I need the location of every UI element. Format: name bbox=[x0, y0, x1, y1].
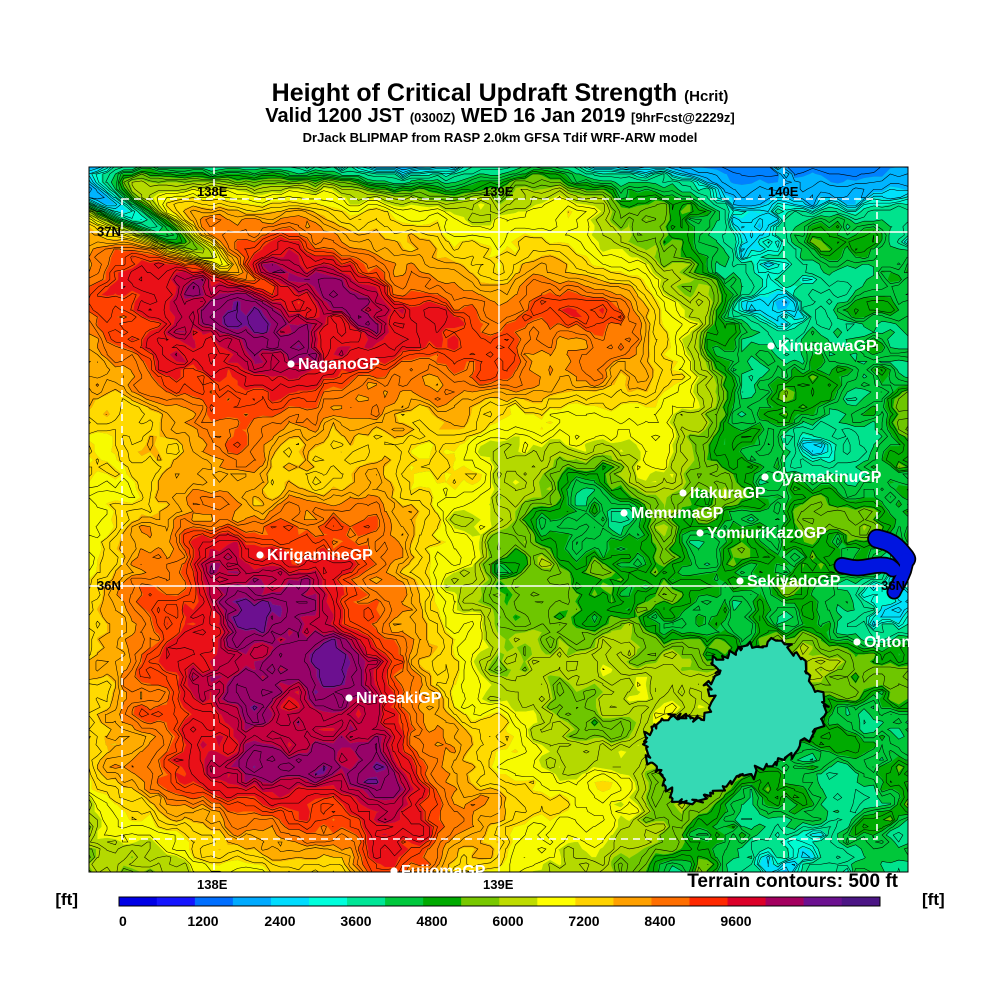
svg-text:KirigamineGP: KirigamineGP bbox=[267, 547, 373, 564]
svg-text:0: 0 bbox=[119, 913, 127, 929]
svg-text:2400: 2400 bbox=[264, 913, 295, 929]
svg-text:MemumaGP: MemumaGP bbox=[631, 505, 724, 522]
svg-text:139E: 139E bbox=[483, 184, 514, 199]
svg-text:Terrain contours: 500 ft: Terrain contours: 500 ft bbox=[687, 871, 898, 892]
svg-text:SekiyadoGP: SekiyadoGP bbox=[747, 573, 841, 590]
svg-text:138E: 138E bbox=[197, 184, 228, 199]
svg-text:4800: 4800 bbox=[416, 913, 447, 929]
svg-text:1200: 1200 bbox=[187, 913, 218, 929]
svg-text:8400: 8400 bbox=[644, 913, 675, 929]
svg-text:NirasakiGP: NirasakiGP bbox=[356, 690, 442, 707]
svg-text:7200: 7200 bbox=[568, 913, 599, 929]
svg-text:3600: 3600 bbox=[340, 913, 371, 929]
svg-text:36N: 36N bbox=[881, 578, 905, 593]
svg-text:6000: 6000 bbox=[492, 913, 523, 929]
svg-text:ItakuraGP: ItakuraGP bbox=[690, 485, 766, 502]
svg-text:NaganoGP: NaganoGP bbox=[298, 356, 380, 373]
svg-text:[ft]: [ft] bbox=[922, 890, 945, 909]
svg-text:[ft]: [ft] bbox=[55, 890, 78, 909]
svg-text:37N: 37N bbox=[97, 224, 121, 239]
svg-text:OhtoneGP: OhtoneGP bbox=[864, 634, 943, 651]
svg-text:KinugawaGP: KinugawaGP bbox=[778, 338, 877, 355]
svg-text:140E: 140E bbox=[768, 184, 799, 199]
svg-text:139E: 139E bbox=[483, 877, 514, 892]
svg-text:9600: 9600 bbox=[720, 913, 751, 929]
svg-text:FujiomaGP: FujiomaGP bbox=[401, 863, 486, 880]
svg-text:YomiuriKazoGP: YomiuriKazoGP bbox=[707, 525, 827, 542]
svg-text:138E: 138E bbox=[197, 877, 228, 892]
svg-text:36N: 36N bbox=[97, 578, 121, 593]
svg-text:OyamakinuGP: OyamakinuGP bbox=[772, 469, 882, 486]
